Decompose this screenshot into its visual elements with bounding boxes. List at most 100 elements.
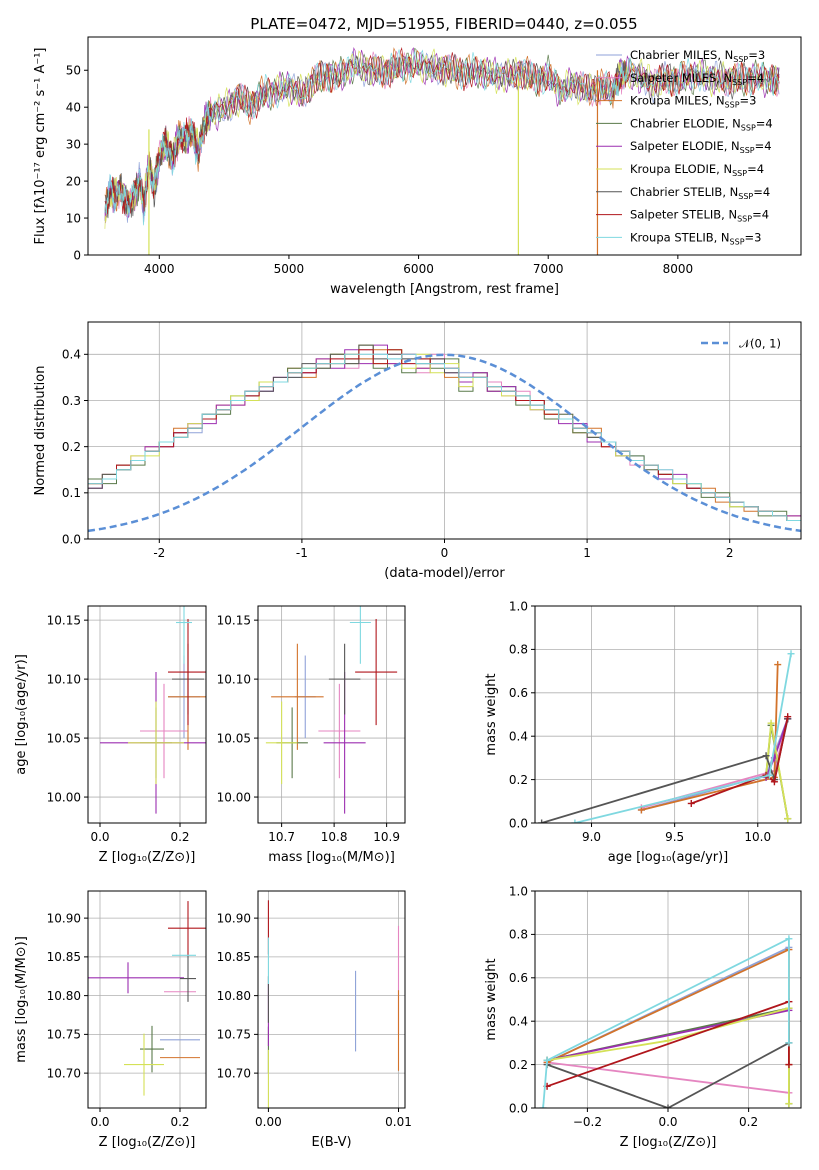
spectrum-line — [104, 46, 780, 214]
x-tick-label: 1 — [583, 546, 591, 560]
legend-label: Kroupa MILES, NSSP=3 — [630, 94, 756, 110]
y-tick-label: 10.90 — [217, 911, 251, 925]
x-tick-label: 0.2 — [170, 1115, 189, 1129]
legend-label: Kroupa ELODIE, NSSP=4 — [630, 162, 764, 178]
weight-vs-metallicity-panel: −0.2 0.0 0.2 0.0 0.2 0.4 0.6 0.8 1.0 Z [log₁₀(Z/Z… — [484, 884, 802, 1150]
y-tick-label: 10.85 — [47, 950, 81, 964]
age-vs-metallicity-panel: 0.0 0.2 10.00 10.05 10.10 10.15 Z [log₁₀(Z/Z⊙)… — [14, 605, 207, 865]
y-tick-label: 10.70 — [217, 1066, 251, 1080]
plot-area — [88, 344, 801, 533]
x-tick-label: 9.0 — [582, 830, 601, 844]
plot-area — [104, 46, 780, 255]
legend-label: Chabrier MILES, NSSP=3 — [630, 48, 765, 64]
y-tick-label: 0.2 — [509, 773, 528, 787]
plot-area — [100, 606, 206, 814]
histogram-series — [88, 353, 801, 521]
histogram-panel: 𝒩(0, 1) -2 -1 0 1 2 0.0 0.1 0.2 0.3 0.4 (data-model… — [33, 321, 802, 581]
x-axis-title: age [log₁₀(age/yr)] — [608, 850, 729, 865]
spectrum-panel: Chabrier MILES, NSSP=3 Salpeter MILES, NS… — [33, 36, 802, 297]
legend: Chabrier MILES, NSSP=3 Salpeter MILES, NS… — [596, 48, 773, 246]
y-tick-label: 0.6 — [509, 971, 528, 985]
y-tick-label: 0.0 — [509, 1101, 528, 1115]
y-tick-label: 10.10 — [47, 672, 81, 686]
x-tick-label: 0.0 — [90, 1115, 109, 1129]
legend-label: Salpeter MILES, NSSP=4 — [630, 71, 764, 87]
mass-vs-extinction-panel: 0.00 0.01 10.70 10.75 10.80 10.85 10.90 E(B-V) — [217, 890, 412, 1150]
axes-frame — [257, 605, 406, 824]
y-tick-label: 0.4 — [509, 1015, 528, 1029]
x-tick-label: 7000 — [533, 262, 564, 276]
x-axis-title: Z [log₁₀(Z/Z⊙)] — [620, 1135, 717, 1150]
y-tick-label: 0.4 — [62, 348, 81, 362]
axes-frame — [257, 890, 406, 1109]
y-tick-label: 10.15 — [217, 613, 251, 627]
x-axis-title: mass [log₁₀(M/M⊙)] — [268, 850, 395, 865]
axes-frame — [87, 36, 802, 256]
axes-frame — [87, 890, 207, 1109]
legend-label: Salpeter STELIB, NSSP=4 — [630, 208, 769, 224]
x-tick-label: 0.0 — [658, 1115, 677, 1129]
y-tick-label: 30 — [66, 137, 81, 151]
spectrum-line — [104, 54, 780, 218]
y-tick-label: 10.75 — [217, 1028, 251, 1042]
y-tick-label: 0.1 — [62, 486, 81, 500]
figure-title: PLATE=0472, MJD=51955, FIBERID=0440, z=0… — [250, 15, 637, 33]
plot-area — [88, 901, 206, 1096]
x-tick-label: 8000 — [663, 262, 694, 276]
weight-line — [690, 716, 789, 805]
spectrum-line — [104, 49, 780, 226]
x-tick-label: 10.8 — [321, 830, 348, 844]
normal-curve — [88, 353, 801, 533]
axes-frame — [534, 605, 802, 824]
weight-line — [546, 1061, 790, 1094]
y-tick-label: 40 — [66, 101, 81, 115]
y-tick-label: 10.90 — [47, 911, 81, 925]
x-tick-label: 10.0 — [744, 830, 771, 844]
plot-area — [267, 900, 400, 1108]
axes-frame — [87, 605, 207, 824]
y-tick-label: 10.80 — [47, 989, 81, 1003]
x-tick-label: −0.2 — [573, 1115, 602, 1129]
x-tick-label: 10.9 — [373, 830, 400, 844]
y-tick-label: 10.05 — [47, 731, 81, 745]
x-tick-label: 0 — [441, 546, 449, 560]
y-tick-label: 0.6 — [509, 686, 528, 700]
x-tick-label: -1 — [296, 546, 308, 560]
y-tick-label: 0.0 — [62, 532, 81, 546]
weight-line — [546, 1042, 790, 1108]
y-tick-label: 0.4 — [509, 730, 528, 744]
x-tick-label: -2 — [153, 546, 165, 560]
y-tick-label: 0 — [73, 248, 81, 262]
y-tick-label: 0.8 — [509, 643, 528, 657]
legend-label: Kroupa STELIB, NSSP=3 — [630, 230, 761, 246]
x-tick-label: 4000 — [144, 262, 175, 276]
y-tick-label: 10.10 — [217, 672, 251, 686]
x-axis-title: (data-model)/error — [384, 566, 505, 581]
x-tick-label: 0.00 — [255, 1115, 282, 1129]
weight-vs-age-panel: 9.0 9.5 10.0 0.0 0.2 0.4 0.6 0.8 1.0 age [log₁₀(a… — [484, 599, 802, 865]
x-tick-label: 0.2 — [739, 1115, 758, 1129]
x-axis-title: Z [log₁₀(Z/Z⊙)] — [99, 1135, 196, 1150]
y-tick-label: 50 — [66, 64, 81, 78]
y-tick-label: 10.85 — [217, 950, 251, 964]
plot-area — [265, 606, 398, 814]
y-tick-label: 0.2 — [62, 440, 81, 454]
y-tick-label: 1.0 — [509, 884, 528, 898]
x-axis-title: Z [log₁₀(Z/Z⊙)] — [99, 850, 196, 865]
y-tick-label: 20 — [66, 174, 81, 188]
x-tick-label: 5000 — [274, 262, 305, 276]
x-axis-title: wavelength [Angstrom, rest frame] — [330, 282, 559, 297]
y-axis-title: Flux [fλ10⁻¹⁷ erg cm⁻² s⁻¹ A⁻¹] — [33, 48, 48, 245]
x-tick-label: 0.0 — [90, 830, 109, 844]
y-tick-label: 0.2 — [509, 1058, 528, 1072]
legend-label: Salpeter ELODIE, NSSP=4 — [630, 139, 772, 155]
y-tick-label: 10.00 — [217, 790, 251, 804]
x-tick-label: 0.2 — [170, 830, 189, 844]
x-tick-label: 6000 — [403, 262, 434, 276]
y-tick-label: 10.75 — [47, 1028, 81, 1042]
legend-label: Chabrier ELODIE, NSSP=4 — [630, 116, 773, 132]
x-axis-title: E(B-V) — [311, 1135, 351, 1150]
x-tick-label: 2 — [726, 546, 734, 560]
y-axis-title: mass weight — [484, 958, 499, 1040]
